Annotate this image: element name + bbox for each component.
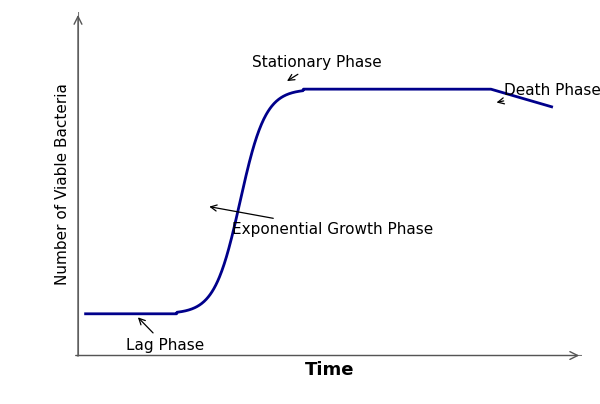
Text: Lag Phase: Lag Phase	[126, 318, 204, 353]
Text: Stationary Phase: Stationary Phase	[252, 55, 382, 80]
Y-axis label: Number of Viable Bacteria: Number of Viable Bacteria	[55, 83, 70, 285]
Text: Death Phase: Death Phase	[498, 82, 600, 104]
Text: Exponential Growth Phase: Exponential Growth Phase	[211, 205, 433, 237]
X-axis label: Time: Time	[305, 361, 355, 379]
